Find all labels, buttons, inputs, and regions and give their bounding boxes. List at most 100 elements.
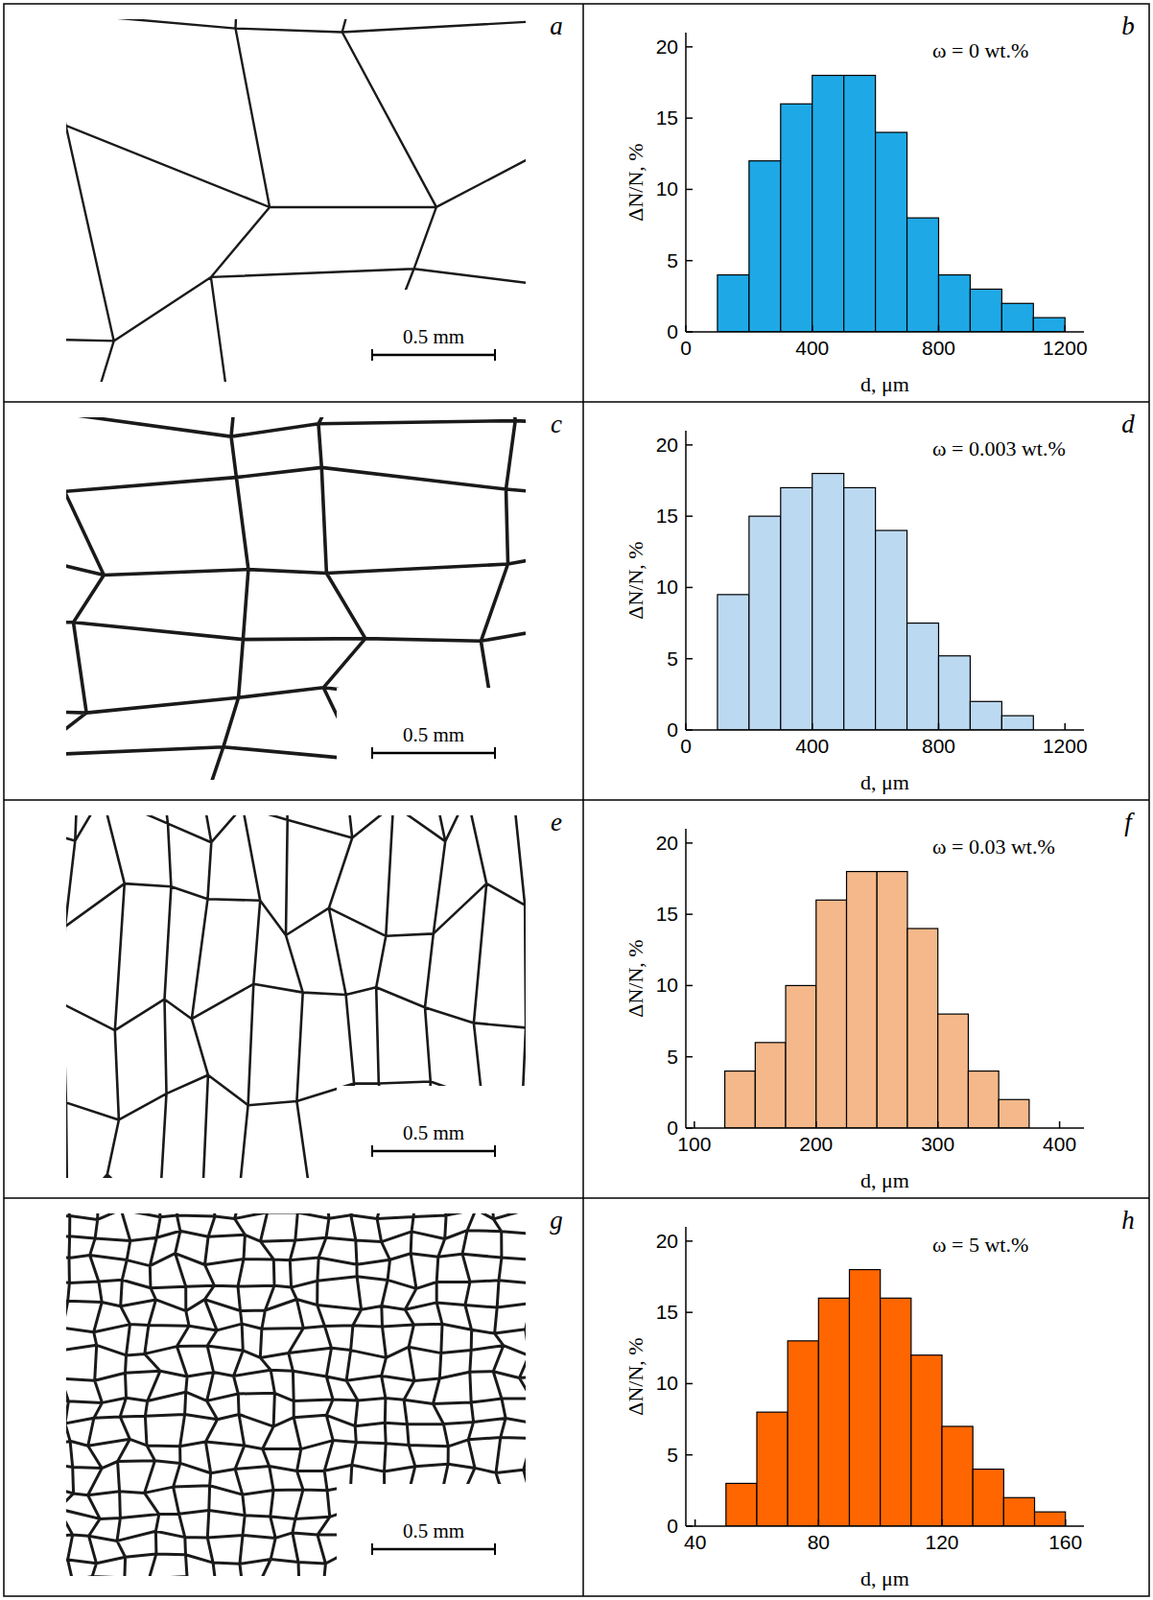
y-tick — [685, 913, 693, 916]
scale-inset — [336, 289, 528, 384]
micrograph: 0.5 mm c — [0, 328, 824, 918]
scale-inset — [336, 687, 528, 782]
grain-boundary — [66, 19, 526, 382]
bar — [726, 1482, 757, 1527]
x-tick-label: 1200 — [1042, 336, 1088, 359]
x-axis-title: d, μm — [860, 1566, 910, 1591]
bar — [875, 132, 908, 332]
panel-letter: h — [1121, 1205, 1135, 1235]
y-tick — [685, 1056, 693, 1059]
bars — [725, 871, 1030, 1129]
scale-bar-label: 0.5 mm — [402, 1519, 465, 1543]
bar — [969, 288, 1002, 332]
y-tick-label: 0 — [666, 718, 679, 741]
bar — [717, 275, 750, 332]
grain-group — [66, 19, 526, 382]
bar — [816, 899, 848, 1129]
y-tick-label: 0 — [666, 1514, 679, 1537]
scale-bar-end — [371, 1543, 374, 1555]
panel-letter: f — [1124, 807, 1135, 837]
scale-bar — [372, 1150, 495, 1153]
y-tick-label: 5 — [666, 1443, 679, 1466]
y-tick — [685, 259, 693, 262]
x-tick-label: 0 — [680, 734, 692, 757]
scale-bar — [372, 1548, 495, 1552]
scale-bar-label: 0.5 mm — [402, 325, 465, 349]
bar — [717, 594, 750, 730]
bar — [907, 623, 940, 730]
y-tick — [685, 1127, 693, 1130]
bar — [1033, 317, 1065, 332]
y-tick-label: 15 — [656, 504, 679, 527]
bar — [812, 75, 845, 332]
frame — [3, 3, 1150, 1597]
bar — [780, 103, 813, 332]
grain-group — [66, 815, 526, 1178]
bar — [1003, 1497, 1035, 1527]
bar — [844, 487, 876, 730]
y-axis — [684, 430, 687, 730]
y-tick — [685, 1240, 693, 1243]
grain-group — [66, 417, 526, 780]
histogram-panel: 051015204080120160d, μmΔN/N, %ω = 5 wt.%… — [623, 1205, 1135, 1591]
y-tick — [685, 729, 693, 731]
y-tick-label: 20 — [656, 1229, 679, 1252]
divider — [3, 400, 1150, 403]
bar — [847, 871, 878, 1129]
x-tick-label: 80 — [807, 1530, 830, 1554]
x-tick — [811, 325, 814, 332]
bars — [717, 473, 1034, 730]
x-tick — [938, 723, 941, 730]
micrograph: 0.5 mm g — [30, 1184, 564, 1600]
bar — [1001, 715, 1034, 730]
scale-bar-end — [371, 349, 374, 361]
bar — [844, 75, 876, 332]
scale-bar — [372, 752, 495, 755]
bar — [938, 275, 970, 332]
scale-bar-label: 0.5 mm — [402, 1121, 465, 1145]
x-tick — [1064, 1519, 1067, 1527]
y-tick-label: 0 — [666, 1116, 679, 1139]
x-tick — [1058, 1121, 1061, 1129]
panel-letter: a — [549, 11, 564, 41]
bar — [785, 985, 817, 1129]
bar — [907, 928, 939, 1129]
y-tick-label: 5 — [666, 647, 679, 670]
y-tick — [685, 842, 693, 845]
scale-bar-end — [371, 1145, 374, 1157]
y-tick-label: 20 — [656, 831, 679, 854]
y-axis — [684, 828, 687, 1129]
grain-boundary — [66, 417, 526, 780]
x-tick-label: 160 — [1048, 1530, 1083, 1554]
panel-letter: g — [549, 1205, 564, 1235]
y-tick-label: 5 — [666, 1045, 679, 1068]
scale-bar-end — [494, 747, 496, 759]
y-tick-label: 0 — [666, 320, 679, 343]
bar — [969, 701, 1002, 730]
y-tick — [685, 515, 693, 518]
bar — [880, 1297, 912, 1527]
scale-inset — [336, 1085, 528, 1180]
y-axis — [684, 1226, 687, 1527]
y-axis-title: ΔN/N, % — [623, 1337, 648, 1415]
scale-inset — [336, 1483, 528, 1578]
x-axis-title: d, μm — [860, 770, 910, 795]
bar — [725, 1071, 756, 1129]
x-tick-label: 0 — [680, 336, 692, 359]
y-axis-title: ΔN/N, % — [623, 541, 648, 619]
bar — [876, 871, 908, 1129]
scale-bar — [372, 353, 495, 357]
divider — [3, 1197, 1150, 1200]
x-tick-label: 120 — [924, 1530, 959, 1554]
y-axis — [684, 32, 687, 332]
x-tick — [684, 723, 687, 730]
bar — [938, 1013, 969, 1129]
annotation: ω = 0 wt.% — [932, 38, 1029, 63]
panel-letter: b — [1121, 11, 1135, 41]
grain-group — [66, 1213, 526, 1577]
bar — [787, 1341, 819, 1527]
y-tick-label: 15 — [656, 106, 679, 129]
x-axis-title: d, μm — [860, 1168, 910, 1193]
panel-letter: d — [1121, 409, 1135, 439]
panel-letter: c — [550, 409, 563, 439]
